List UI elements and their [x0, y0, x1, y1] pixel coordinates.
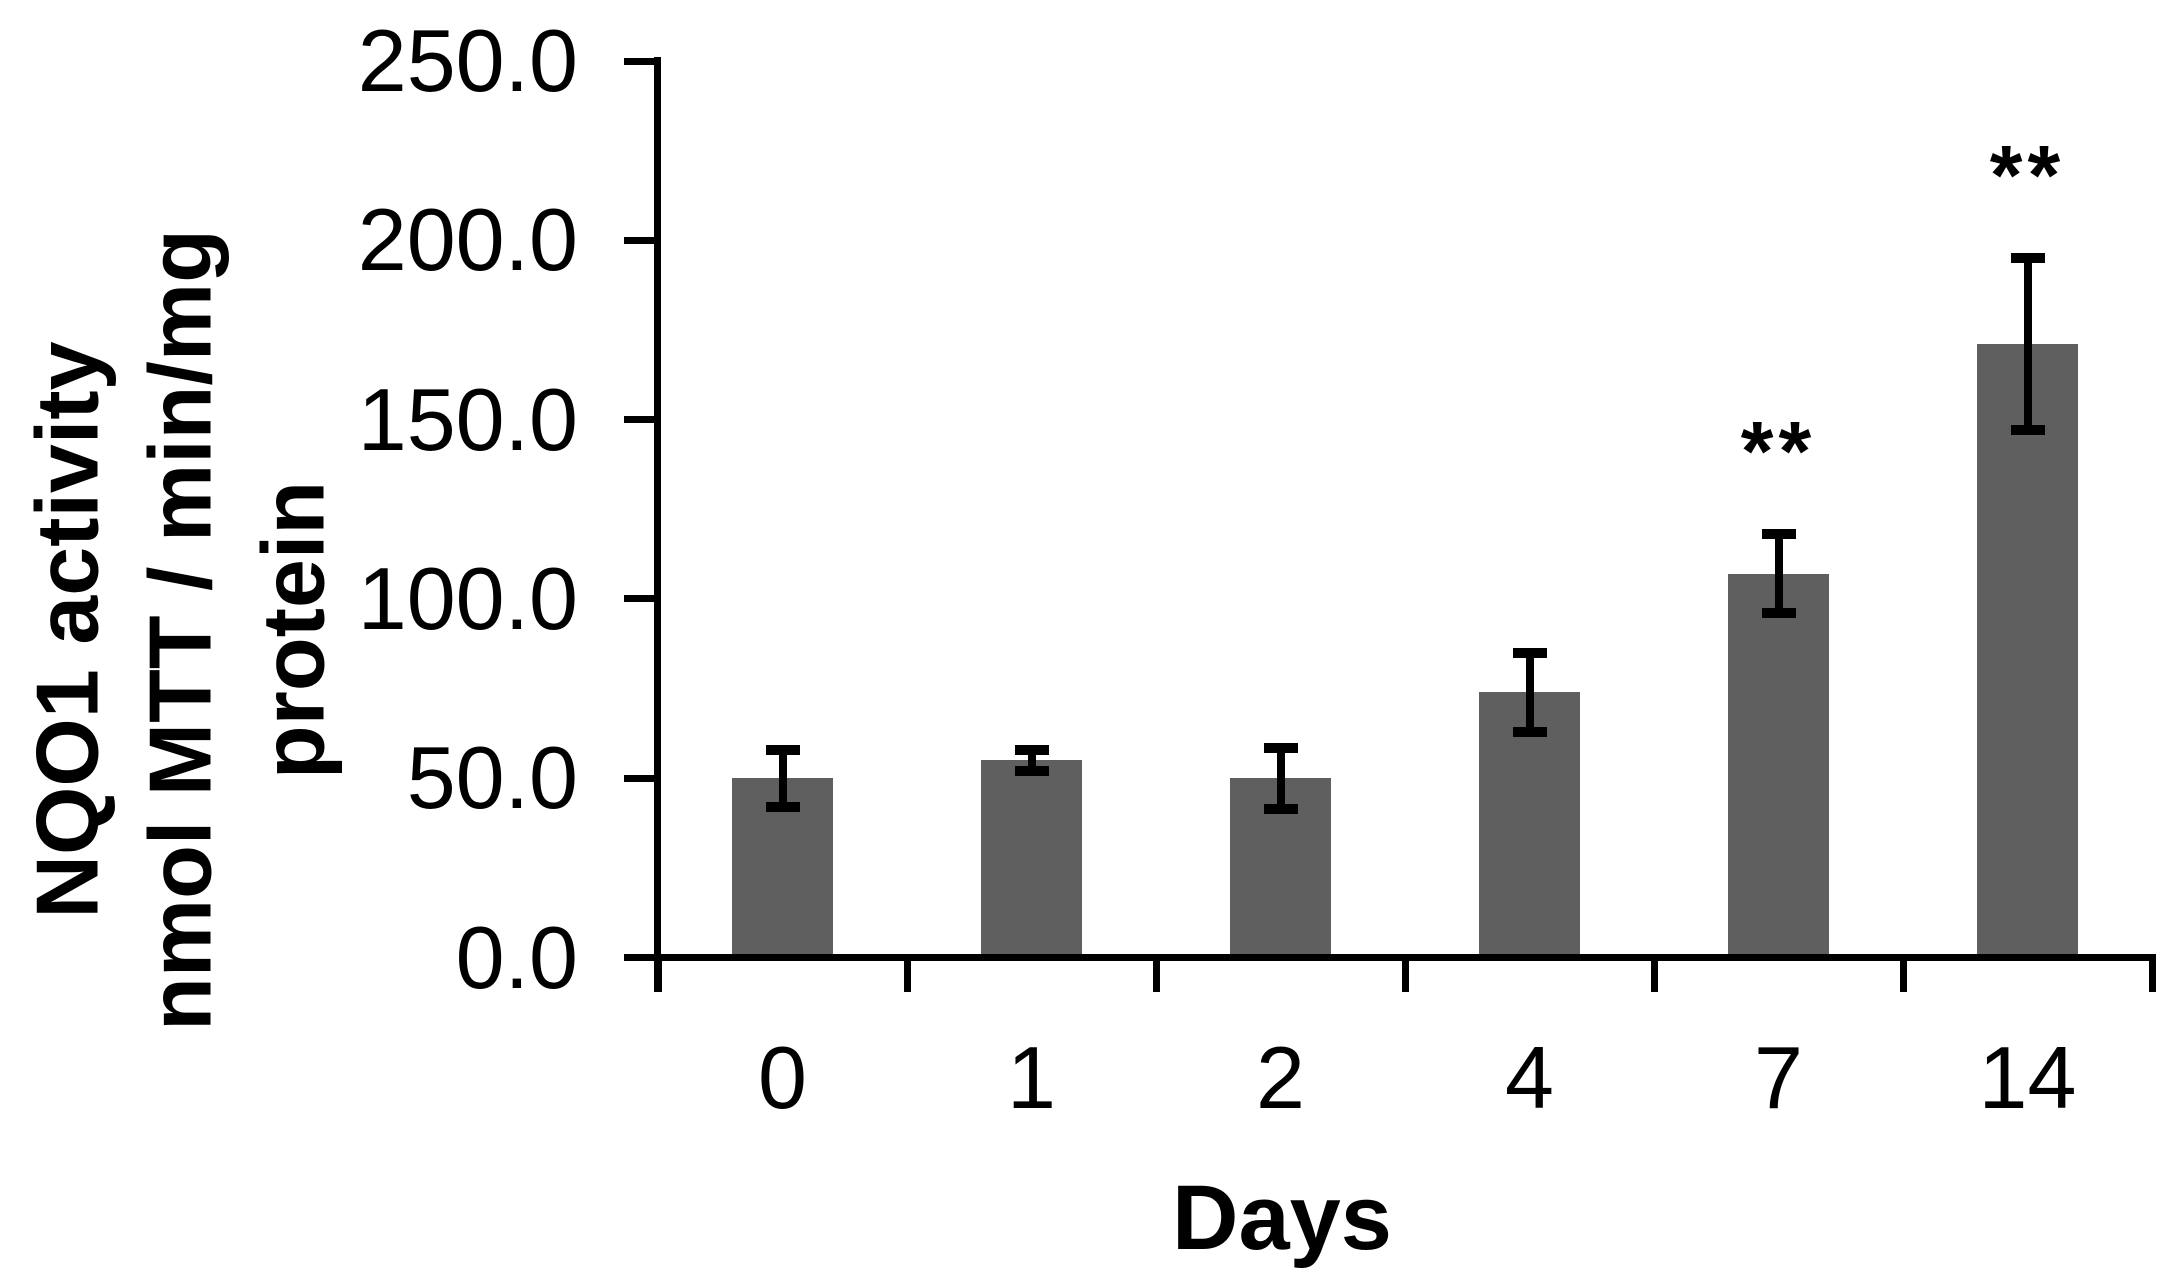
y-axis-tick — [624, 595, 654, 603]
y-axis-tick — [624, 774, 654, 782]
significance-annotation: ** — [1740, 404, 1817, 499]
x-tick-label: 1 — [1007, 1028, 1056, 1127]
error-bar-cap-top — [2010, 253, 2045, 264]
error-bar-cap-bottom — [1761, 608, 1796, 619]
y-axis-tick — [624, 236, 654, 244]
error-bar-cap-top — [765, 744, 800, 755]
y-axis-tick — [624, 416, 654, 424]
x-tick-label: 14 — [1978, 1028, 2077, 1127]
y-tick-label: 50.0 — [406, 728, 578, 828]
y-tick-label: 150.0 — [357, 369, 578, 469]
x-axis-tick — [1401, 954, 1409, 992]
error-bar-cap-bottom — [2010, 425, 2045, 436]
error-bar-stem — [2023, 258, 2032, 431]
error-bar-cap-top — [1512, 647, 1547, 658]
error-bar-cap-bottom — [1263, 803, 1298, 814]
error-bar-stem — [1276, 747, 1285, 809]
y-axis-tick — [624, 954, 654, 961]
x-axis-tick — [1650, 954, 1658, 992]
bar — [1977, 344, 2078, 958]
x-axis-tick — [654, 954, 662, 992]
error-bar-stem — [1774, 534, 1783, 614]
x-axis-title: Days — [1172, 1167, 1392, 1269]
bar — [981, 760, 1082, 958]
x-tick-label: 2 — [1256, 1028, 1305, 1127]
error-bar-stem — [1525, 652, 1534, 732]
significance-annotation: ** — [1989, 128, 2066, 223]
x-axis-tick — [903, 954, 911, 992]
y-tick-label: 250.0 — [357, 11, 578, 110]
error-bar-cap-top — [1263, 742, 1298, 753]
error-bar-stem — [1027, 749, 1036, 772]
x-axis-tick — [1899, 954, 1907, 992]
x-axis-line — [624, 954, 2156, 961]
y-tick-label: 0.0 — [455, 907, 578, 1007]
x-axis-tick — [2148, 954, 2156, 992]
error-bar-cap-bottom — [1014, 766, 1049, 777]
error-bar-cap-top — [1761, 529, 1796, 540]
error-bar-cap-bottom — [765, 801, 800, 812]
bar — [1728, 573, 1829, 958]
y-axis-line — [654, 57, 661, 992]
y-tick-label: 200.0 — [357, 190, 578, 290]
x-tick-label: 0 — [758, 1028, 807, 1127]
y-axis-tick — [624, 57, 654, 65]
x-tick-label: 4 — [1505, 1028, 1554, 1127]
error-bar-stem — [778, 749, 787, 807]
x-tick-label: 7 — [1754, 1028, 1803, 1127]
y-tick-label: 100.0 — [357, 548, 578, 648]
x-axis-tick — [1152, 954, 1160, 992]
error-bar-cap-bottom — [1512, 726, 1547, 737]
error-bar-cap-top — [1014, 744, 1049, 755]
